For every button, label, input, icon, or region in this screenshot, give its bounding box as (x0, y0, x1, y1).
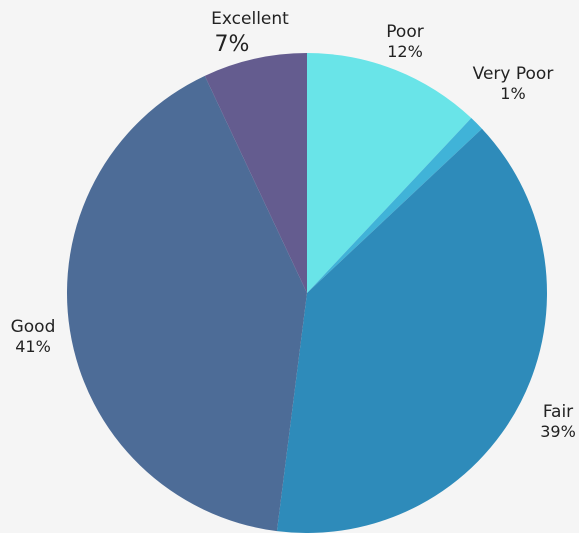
pie-slice-excellent (204, 53, 307, 293)
slice-label-fair: Fair (543, 402, 573, 422)
slice-value-very-poor: 1% (500, 84, 525, 103)
slice-value-excellent: 7% (215, 32, 250, 57)
pie-slice-poor (307, 53, 472, 293)
pie-slice-very-poor (307, 118, 482, 293)
slice-value-fair: 39% (540, 422, 576, 441)
pie-slice-good (66, 75, 307, 532)
slices-layer (66, 53, 547, 533)
slice-label-excellent: Excellent (211, 9, 289, 29)
slice-label-poor: Poor (386, 22, 423, 42)
slice-label-good: Good (11, 317, 56, 337)
slice-value-good: 41% (15, 337, 51, 356)
slice-label-very-poor: Very Poor (473, 64, 554, 84)
pie-slice-fair (276, 128, 547, 533)
slice-value-poor: 12% (387, 42, 423, 61)
